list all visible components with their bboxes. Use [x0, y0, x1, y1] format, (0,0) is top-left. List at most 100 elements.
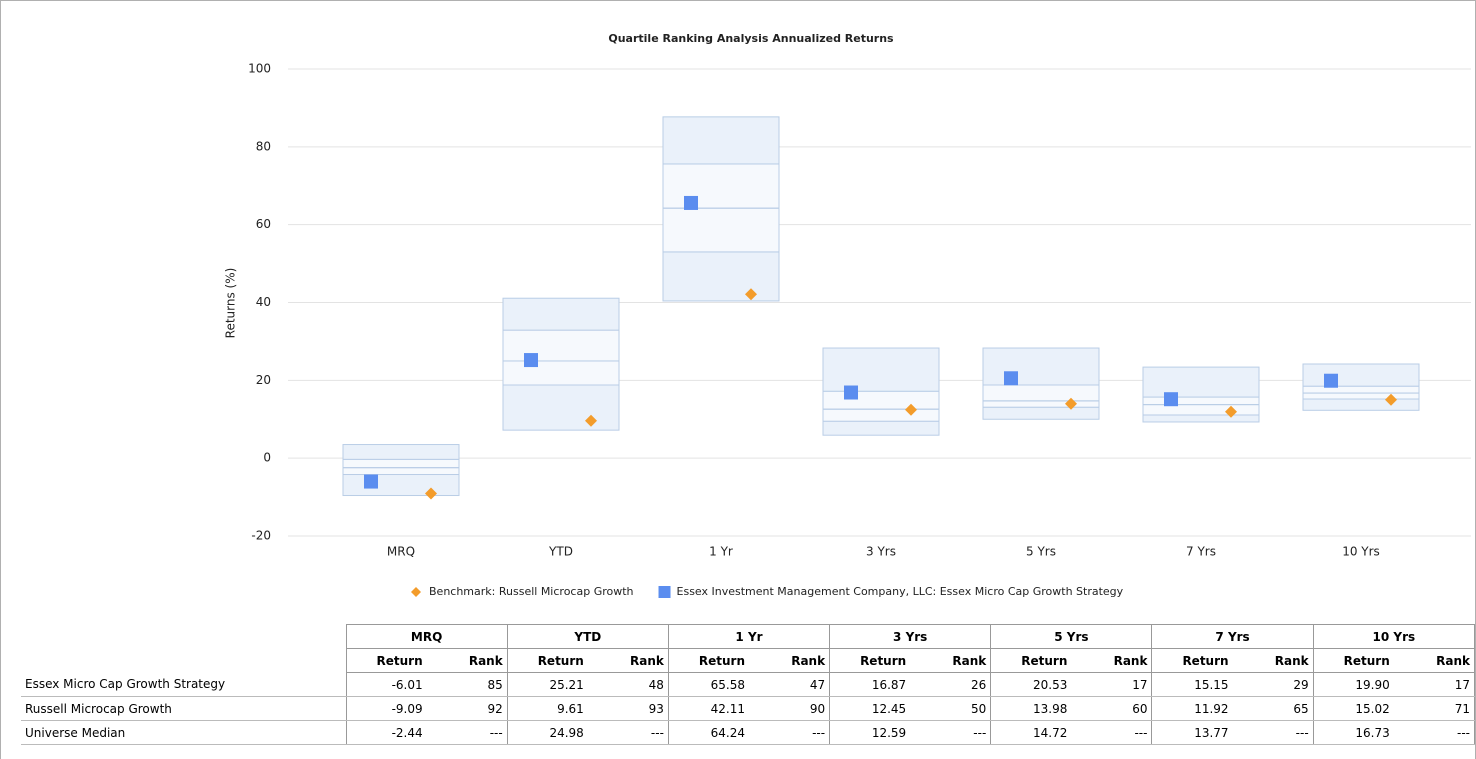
x-tick-label: 7 Yrs	[1186, 545, 1216, 559]
header-group: 5 Yrs	[990, 624, 1153, 649]
cell: 15.02	[1312, 696, 1394, 721]
subheader: Return	[345, 648, 427, 673]
subheader: Return	[667, 648, 749, 673]
marker-diamond	[1385, 393, 1397, 406]
chart: Quartile Ranking Analysis Annualized Ret…	[224, 32, 1471, 598]
legend-marker	[411, 587, 421, 597]
box-section	[1142, 396, 1260, 406]
subheader: Return	[1151, 648, 1233, 673]
row-label: Universe Median	[21, 720, 347, 745]
cell: -9.09	[345, 696, 427, 721]
cell: 71	[1393, 696, 1475, 721]
marker-square	[1004, 371, 1018, 386]
table-row: Russell Microcap Growth -9.09 92 9.61 93 42.1…	[21, 696, 1475, 721]
subheader: Return	[1312, 648, 1394, 673]
cell: 16.87	[829, 672, 911, 697]
cell: ---	[426, 720, 508, 745]
y-tick-label: 60	[256, 217, 271, 231]
subheader: Rank	[587, 648, 669, 673]
cell: 50	[910, 696, 992, 721]
cell: 24.98	[506, 720, 588, 745]
cell: 65.58	[667, 672, 749, 697]
box-section	[822, 420, 940, 436]
cell: 26	[910, 672, 992, 697]
header-group: 10 Yrs	[1312, 624, 1475, 649]
cell: 17	[1071, 672, 1153, 697]
cell: 17	[1393, 672, 1475, 697]
box-section	[662, 207, 780, 253]
cell: 42.11	[667, 696, 749, 721]
box-section	[1302, 398, 1420, 411]
y-axis-label: Returns (%)	[224, 268, 238, 339]
marker-square	[1164, 392, 1178, 407]
cell: ---	[910, 720, 992, 745]
box-section	[1142, 366, 1260, 398]
marker-square	[524, 353, 538, 368]
cell: 65	[1232, 696, 1314, 721]
header-cell	[21, 649, 346, 673]
subheader: Rank	[1393, 648, 1475, 673]
cell: 12.59	[829, 720, 911, 745]
box-section	[502, 384, 620, 431]
box-section	[1302, 385, 1420, 394]
x-tick-label: 5 Yrs	[1026, 545, 1056, 559]
subheader-row: Return Rank Return Rank Return Rank Return Rank…	[21, 648, 1475, 673]
row-label: Essex Micro Cap Growth Strategy	[21, 672, 347, 697]
marker-diamond	[745, 288, 757, 301]
y-tick-label: 80	[256, 139, 271, 153]
y-tick-label: 100	[248, 62, 271, 76]
cell: 15.15	[1151, 672, 1233, 697]
cell: ---	[587, 720, 669, 745]
marker-square	[1324, 373, 1338, 388]
cell: 48	[587, 672, 669, 697]
box-section	[982, 406, 1100, 420]
legend-label: Essex Investment Management Company, LLC…	[677, 585, 1124, 598]
cell: 12.45	[829, 696, 911, 721]
cell: 9.61	[506, 696, 588, 721]
box-section	[1142, 404, 1260, 416]
header-group: 1 Yr	[667, 624, 831, 649]
box-section	[1142, 414, 1260, 423]
x-tick-label: 1 Yr	[709, 545, 733, 559]
table-row: Essex Micro Cap Growth Strategy -6.01 85 25…	[21, 672, 1475, 697]
header-group: 3 Yrs	[829, 624, 992, 649]
header-cell	[21, 625, 346, 649]
header-group: YTD	[506, 624, 669, 649]
marker-square	[684, 195, 698, 210]
box-section	[822, 408, 940, 422]
cell: -2.44	[345, 720, 427, 745]
box-section	[1302, 392, 1420, 400]
box-section	[502, 360, 620, 386]
cell: 13.77	[1151, 720, 1233, 745]
marker-diamond	[1065, 397, 1077, 410]
marker-diamond	[585, 414, 597, 427]
box-section	[982, 400, 1100, 408]
subheader: Return	[829, 648, 911, 673]
row-label: Russell Microcap Growth	[21, 696, 347, 721]
x-tick-label: 3 Yrs	[866, 545, 896, 559]
subheader: Return	[990, 648, 1072, 673]
header-row: MRQ YTD 1 Yr 3 Yrs 5 Yrs 7 Yrs 10 Yrs	[21, 624, 1475, 649]
marker-diamond	[905, 403, 917, 416]
y-tick-label: 0	[263, 451, 271, 465]
cell: 25.21	[506, 672, 588, 697]
box-section	[502, 297, 620, 331]
box-section	[662, 251, 780, 302]
y-tick-label: 40	[256, 295, 271, 309]
cell: 47	[749, 672, 831, 697]
cell: 29	[1232, 672, 1314, 697]
marker-square	[844, 385, 858, 400]
cell: 92	[426, 696, 508, 721]
header-group: MRQ	[345, 624, 508, 649]
cell: 19.90	[1312, 672, 1394, 697]
cell: 90	[749, 696, 831, 721]
data-table: MRQ YTD 1 Yr 3 Yrs 5 Yrs 7 Yrs 10 Yrs Return Ran…	[21, 624, 1475, 745]
box-section	[982, 384, 1100, 402]
cell: 60	[1071, 696, 1153, 721]
legend-marker	[658, 586, 671, 598]
cell: 20.53	[990, 672, 1072, 697]
cell: ---	[1232, 720, 1314, 745]
box-section	[342, 458, 460, 469]
box-section	[982, 347, 1100, 386]
